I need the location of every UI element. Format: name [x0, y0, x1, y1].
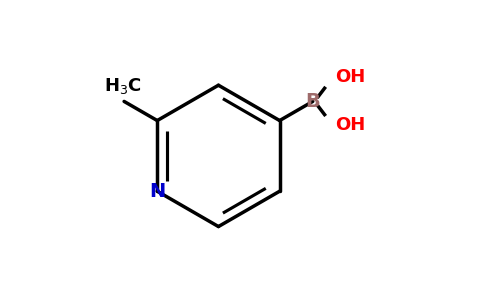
Text: H$_3$C: H$_3$C: [104, 76, 141, 95]
Text: N: N: [149, 182, 166, 201]
Text: OH: OH: [334, 116, 365, 134]
Text: B: B: [305, 92, 320, 111]
Text: OH: OH: [334, 68, 365, 86]
